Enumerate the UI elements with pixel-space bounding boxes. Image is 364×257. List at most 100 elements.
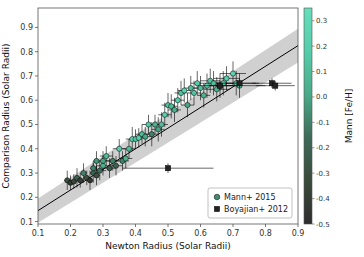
y-tick	[35, 148, 38, 149]
point	[191, 90, 196, 95]
point	[87, 178, 92, 183]
point	[100, 163, 105, 168]
colorbar-tick-label: 0.0	[316, 93, 327, 101]
x-tick	[200, 224, 201, 227]
point	[198, 85, 203, 90]
x-tick-label: 0.4	[129, 229, 142, 238]
point	[224, 76, 229, 81]
point	[91, 166, 96, 171]
colorbar-tick-label: -0.4	[316, 195, 330, 203]
x-tick	[103, 224, 104, 227]
y-tick-label: 0.4	[20, 145, 33, 154]
colorbar-tick	[312, 198, 315, 199]
chart: 0.1 0.2 0.3 0.4 0.5 0.6 0.7 0.8 0.9 0.1 0.2 0.3 0.4 0…	[0, 0, 364, 257]
x-tick-label: 0.7	[227, 229, 240, 238]
legend-marker	[214, 206, 219, 211]
x-tick	[298, 224, 299, 227]
colorbar-tick-label: 0.3	[316, 17, 327, 25]
point	[110, 158, 115, 163]
y-tick-label: 0.2	[20, 193, 33, 202]
y-tick	[35, 75, 38, 76]
point	[97, 168, 102, 173]
point	[211, 81, 216, 86]
point	[273, 83, 278, 88]
x-tick	[38, 224, 39, 227]
y-tick-label: 0.1	[20, 218, 33, 227]
point	[100, 158, 105, 163]
plot-background	[38, 8, 298, 224]
point	[78, 178, 83, 183]
point	[126, 146, 131, 151]
y-tick-label: 0.6	[20, 96, 33, 105]
y-tick	[35, 173, 38, 174]
point	[104, 153, 109, 158]
colorbar-tick	[312, 173, 315, 174]
y-axis-label: Comparison Radius (Solar Radii)	[1, 44, 11, 189]
colorbar-tick	[312, 20, 315, 21]
legend-label: Mann+ 2015	[224, 193, 276, 202]
y-tick	[35, 124, 38, 125]
point	[165, 166, 170, 171]
point	[107, 166, 112, 171]
point	[201, 93, 206, 98]
colorbar-label: Mann [Fe/H]	[344, 89, 354, 144]
series-0	[64, 61, 266, 190]
x-tick	[265, 224, 266, 227]
colorbar	[304, 8, 312, 224]
legend: Mann+ 2015 Boyajian+ 2012	[208, 188, 292, 218]
colorbar-tick-label: -0.2	[316, 144, 330, 152]
point	[159, 122, 164, 127]
x-tick	[135, 224, 136, 227]
legend-label: Boyajian+ 2012	[224, 205, 288, 214]
point	[162, 112, 167, 117]
legend-marker	[214, 194, 220, 200]
colorbar-tick-label: -0.1	[316, 119, 330, 127]
x-tick-label: 0.3	[97, 229, 110, 238]
colorbar-tick-label: 0.1	[316, 68, 327, 76]
point	[230, 71, 235, 76]
x-axis-label: Newton Radius (Solar Radii)	[105, 241, 230, 251]
colorbar-tick	[312, 46, 315, 47]
point	[94, 173, 99, 178]
point	[123, 156, 128, 161]
point	[152, 122, 157, 127]
colorbar-tick	[312, 71, 315, 72]
series-1	[123, 78, 295, 173]
x-tick-label: 0.2	[64, 229, 77, 238]
point	[146, 122, 151, 127]
point	[195, 81, 200, 86]
legend-box	[208, 188, 292, 218]
point	[188, 85, 193, 90]
point	[94, 158, 99, 163]
x-tick-label: 0.8	[259, 229, 272, 238]
x-tick-label: 0.5	[162, 229, 175, 238]
point	[172, 107, 177, 112]
colorbar-tick	[312, 147, 315, 148]
point	[185, 102, 190, 107]
point	[117, 146, 122, 151]
y-tick	[35, 27, 38, 28]
plot-area	[38, 29, 298, 223]
colorbar-tick	[312, 96, 315, 97]
y-tick-label: 0.7	[20, 72, 33, 81]
colorbar-tick	[312, 122, 315, 123]
y-tick	[35, 100, 38, 101]
x-tick	[168, 224, 169, 227]
colorbar-tick	[312, 224, 315, 225]
y-tick-label: 0.8	[20, 48, 33, 57]
x-tick	[70, 224, 71, 227]
x-tick-label: 0.1	[32, 229, 45, 238]
fit-line	[38, 46, 298, 211]
point	[149, 132, 154, 137]
y-tick-label: 0.5	[20, 120, 33, 129]
x-tick-label: 0.9	[292, 229, 305, 238]
y-tick	[35, 197, 38, 198]
point	[81, 170, 86, 175]
y-tick-label: 0.3	[20, 169, 33, 178]
point	[175, 98, 180, 103]
colorbar-tick-label: -0.3	[316, 170, 330, 178]
point	[143, 134, 148, 139]
x-tick	[233, 224, 234, 227]
point	[217, 83, 222, 88]
colorbar-tick-label: -0.5	[316, 221, 330, 229]
